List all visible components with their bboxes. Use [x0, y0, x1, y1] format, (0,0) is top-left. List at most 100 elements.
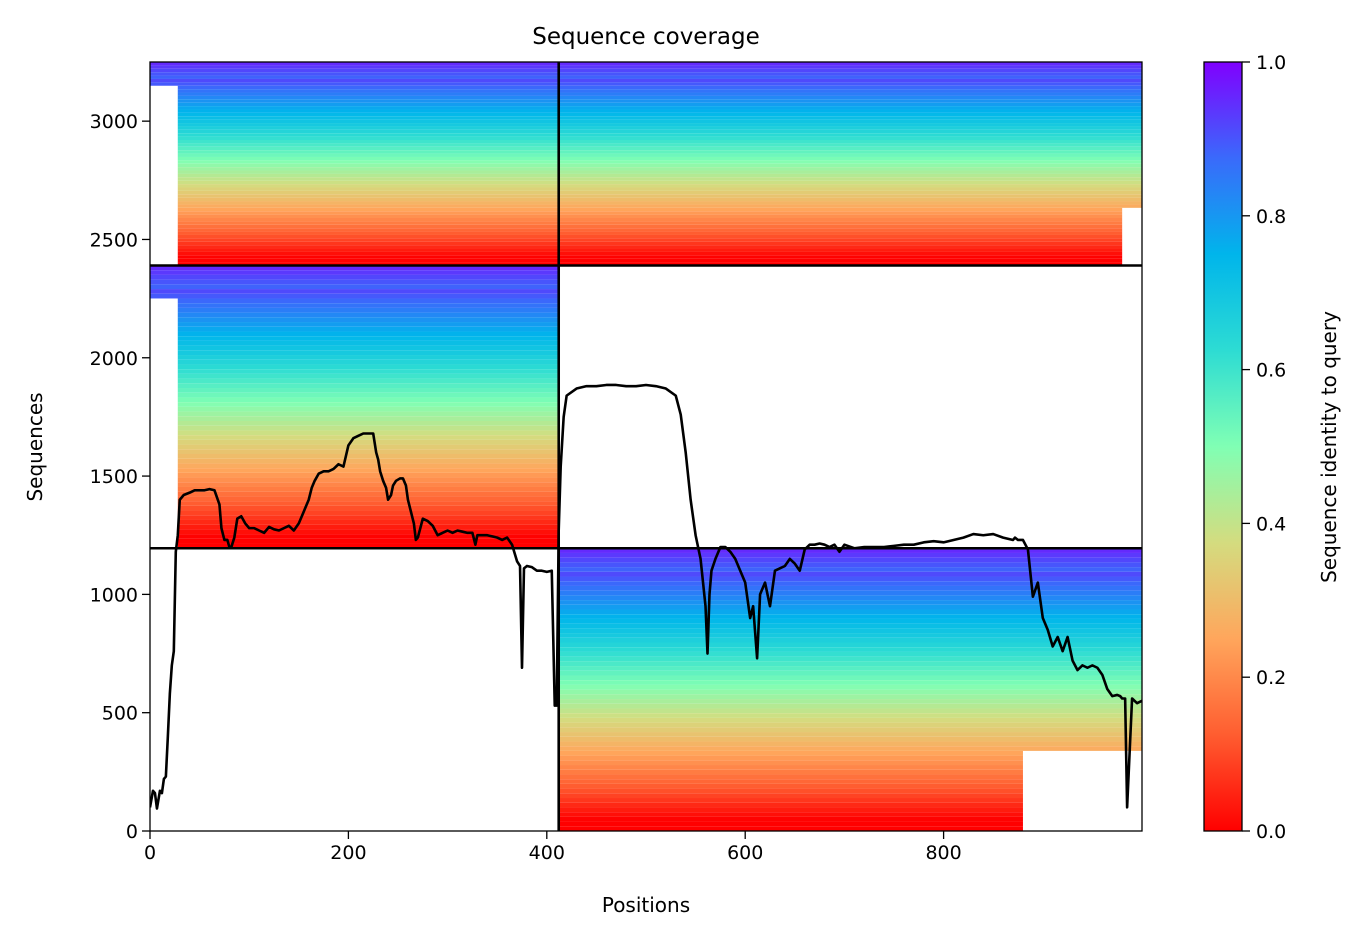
heatmap-band: [558, 807, 1023, 813]
heatmap-band: [177, 95, 559, 100]
heatmap-band: [558, 190, 1142, 195]
heatmap-band: [558, 163, 1142, 168]
heatmap-band: [558, 231, 1123, 235]
heatmap-band: [558, 618, 1142, 624]
heatmap-band: [150, 274, 559, 280]
heatmap-band: [558, 99, 1142, 103]
heatmap-band: [150, 265, 559, 271]
heatmap-band: [177, 197, 559, 202]
heatmap-band: [177, 201, 559, 205]
heatmap-band: [177, 312, 559, 318]
heatmap-band: [558, 783, 1023, 789]
heatmap-band: [558, 600, 1142, 605]
heatmap-band: [558, 680, 1142, 685]
heatmap-band: [177, 303, 559, 308]
heatmap-band: [558, 62, 1142, 66]
heatmap-band: [177, 411, 559, 417]
heatmap-band: [558, 207, 1123, 212]
heatmap-band: [558, 576, 1142, 582]
heatmap-band: [150, 289, 559, 294]
heatmap-band: [177, 102, 559, 107]
heatmap-band: [558, 826, 1023, 831]
heatmap-band: [177, 140, 559, 144]
heatmap-band: [177, 317, 559, 323]
heatmap-band: [558, 143, 1142, 147]
heatmap-band: [558, 614, 1142, 619]
heatmap-band: [558, 760, 1023, 766]
heatmap-band: [177, 218, 559, 222]
heatmap-band: [150, 293, 559, 299]
heatmap-band: [177, 160, 559, 164]
heatmap-band: [558, 637, 1142, 643]
heatmap-band: [558, 585, 1142, 591]
colorbar-tick-label: 0.2: [1256, 667, 1286, 689]
heatmap-band: [177, 126, 559, 130]
heatmap-band: [177, 146, 559, 151]
heatmap-band: [558, 75, 1142, 79]
heatmap-band: [558, 140, 1142, 144]
heatmap-band: [150, 270, 559, 275]
heatmap-band: [177, 482, 559, 487]
heatmap-band: [177, 255, 559, 259]
heatmap-band: [558, 661, 1142, 667]
heatmap-band: [558, 567, 1142, 572]
y-tick-label: 0: [126, 821, 138, 843]
heatmap-band: [558, 722, 1142, 728]
colorbar-tick-label: 0.6: [1256, 360, 1286, 382]
heatmap-band: [558, 228, 1123, 232]
heatmap-band: [177, 187, 559, 191]
heatmap-band: [177, 524, 559, 530]
heatmap-band: [558, 571, 1142, 577]
colorbar: [1203, 61, 1243, 832]
heatmap-band: [177, 173, 559, 178]
heatmap-band: [177, 449, 559, 454]
heatmap-band: [558, 689, 1142, 695]
heatmap-band: [177, 238, 559, 242]
y-tick-label: 1000: [90, 584, 138, 606]
heatmap-band: [177, 177, 559, 181]
heatmap-band: [558, 85, 1142, 90]
heatmap-band: [558, 241, 1123, 246]
heatmap-band: [558, 765, 1023, 770]
coverage-line: [150, 383, 1142, 810]
heatmap-band: [177, 231, 559, 235]
heatmap-band: [177, 307, 559, 313]
heatmap-band: [177, 194, 559, 198]
heatmap-band: [177, 402, 559, 407]
heatmap-band: [177, 496, 559, 502]
heatmap-band: [177, 214, 559, 219]
heatmap-band: [177, 258, 559, 263]
heatmap-band: [558, 238, 1123, 242]
heatmap-band: [177, 262, 559, 266]
x-tick-label: 600: [727, 842, 763, 864]
heatmap-band: [558, 708, 1142, 714]
heatmap-band: [558, 112, 1142, 117]
heatmap-band: [558, 633, 1142, 638]
heatmap-band: [177, 421, 559, 426]
heatmap-band: [558, 798, 1023, 803]
heatmap-band: [177, 486, 559, 492]
heatmap-band: [177, 416, 559, 422]
heatmap-band: [558, 609, 1142, 615]
heatmap-band: [177, 534, 559, 539]
heatmap-band: [558, 177, 1142, 181]
heatmap-band: [558, 732, 1142, 737]
heatmap-band: [558, 184, 1142, 188]
colorbar-tick-label: 0.8: [1256, 206, 1286, 228]
heatmap-band: [558, 221, 1123, 225]
heatmap-band: [177, 228, 559, 232]
heatmap-band: [558, 119, 1142, 124]
heatmap-band: [177, 241, 559, 246]
heatmap-band: [558, 248, 1123, 252]
colorbar-tick-label: 0.0: [1256, 821, 1286, 843]
heatmap-band: [177, 248, 559, 252]
heatmap-band: [558, 72, 1142, 76]
heatmap-band: [558, 187, 1142, 191]
heatmap-band: [177, 326, 559, 332]
heatmap-band: [177, 322, 559, 327]
heatmap-band: [558, 548, 1142, 553]
heatmap-band: [558, 595, 1142, 601]
heatmap-band: [558, 197, 1142, 202]
heatmap-band: [177, 453, 559, 459]
